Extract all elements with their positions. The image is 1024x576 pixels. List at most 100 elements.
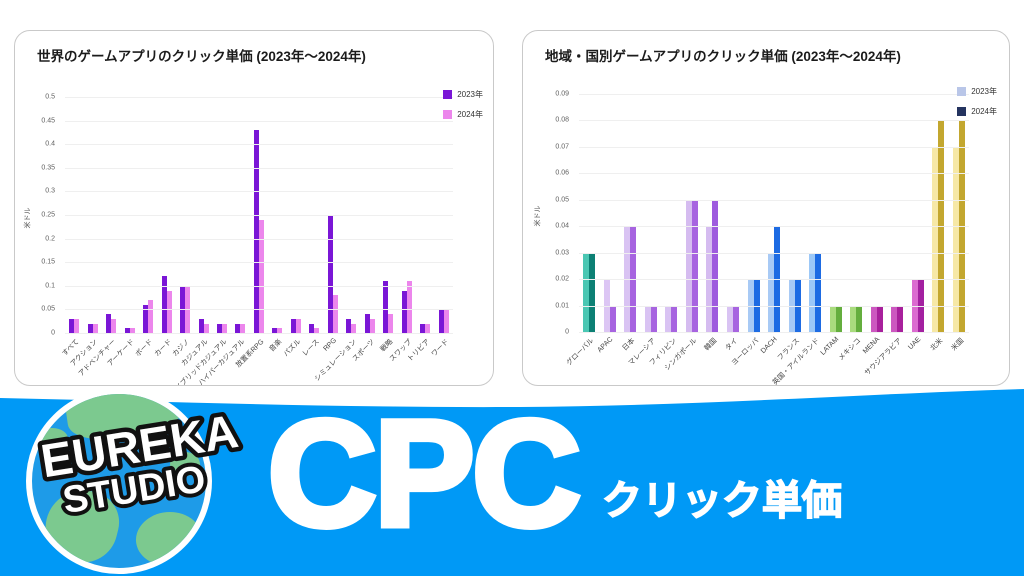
legend-swatch (443, 110, 453, 119)
y-tick-label: 0.25 (41, 211, 55, 219)
bar (346, 318, 352, 333)
bar (124, 328, 130, 333)
gridline (65, 333, 453, 334)
y-tick-label: 0.03 (555, 249, 569, 257)
legend-swatch (443, 90, 453, 99)
bar (272, 328, 278, 333)
y-tick-label: 0.3 (45, 187, 55, 195)
gridline (579, 94, 969, 95)
y-tick-label: 0 (51, 329, 55, 337)
bar-group: ハイパーカジュアル (198, 97, 249, 385)
bar (235, 323, 241, 333)
legend-item: 2024年 (957, 106, 997, 117)
bar (932, 146, 939, 332)
legend-item: 2023年 (957, 86, 997, 97)
bar-group: スポーツ (351, 97, 379, 363)
bar-group: ハイブリッドカジュアル (170, 97, 231, 385)
bar (290, 318, 296, 333)
bar (425, 323, 431, 333)
bar-group: RPG (322, 97, 342, 353)
bar (406, 281, 412, 333)
bar-group: タイ (723, 94, 744, 352)
plot-area: グローバル APAC 日本 マレーシア フィリピン シンガポール 韓国 タイ ヨーロッパ DACH… (566, 94, 970, 385)
gridline (65, 238, 453, 240)
x-category-label: RPG (322, 337, 338, 353)
bar (166, 290, 172, 333)
legend: 2023年 2024年 (443, 89, 483, 120)
x-category-label: 韓国 (703, 337, 719, 353)
bar-group: レース (301, 97, 323, 358)
bar (314, 328, 320, 333)
x-category-label: DACH (760, 336, 779, 355)
bar-group: フランス (776, 94, 805, 362)
bar (309, 323, 315, 333)
bar-group: フィリピン (648, 94, 682, 367)
bar-group: 日本 (620, 94, 641, 352)
legend-label: 2023年 (457, 90, 483, 99)
bar-group: ヨーロッパ (730, 94, 764, 367)
chart-title: 世界のゲームアプリのクリック単価 (2023年～2024年) (37, 49, 366, 64)
legend-swatch (957, 107, 967, 116)
bar-group: すべて (61, 97, 83, 358)
legend-item: 2023年 (443, 89, 483, 100)
bar (829, 305, 836, 332)
bar (732, 305, 739, 332)
bar (856, 305, 863, 332)
gridline (579, 305, 969, 307)
chart-card-world: 世界のゲームアプリのクリック単価 (2023年～2024年) 米ドル 0.5 0.… (14, 30, 494, 386)
y-tick-label: 0.08 (555, 116, 569, 124)
gridline (65, 167, 453, 169)
gridline (65, 120, 453, 122)
y-tick-label: 0.04 (555, 222, 569, 230)
bar (768, 252, 775, 332)
y-tick-label: 0.15 (41, 258, 55, 266)
bar-group: グローバル (566, 94, 600, 367)
bar (691, 199, 698, 332)
bar (327, 215, 333, 333)
x-category-label: タイ (724, 337, 740, 353)
bar-group: 韓国 (702, 94, 723, 352)
bar (809, 252, 816, 332)
y-tick-label: 0.05 (41, 305, 55, 313)
bar (111, 318, 117, 333)
y-tick-label: 0.02 (555, 275, 569, 283)
bar-group: スワップ (388, 97, 415, 363)
bar (106, 314, 112, 333)
bar (850, 305, 857, 332)
legend-label: 2024年 (971, 107, 997, 116)
bar (351, 323, 357, 333)
bar (74, 318, 80, 333)
bar (240, 323, 246, 333)
bottom-banner (0, 386, 1024, 576)
bar (258, 219, 264, 333)
y-axis-ticks: 0.09 0.08 0.07 0.06 0.05 0.04 0.03 0.02 0.01 0 (523, 90, 575, 336)
legend-swatch (957, 87, 967, 96)
bar-group: ワード (430, 97, 452, 358)
bar (253, 130, 259, 333)
bar (726, 305, 733, 332)
bar (295, 318, 301, 333)
y-tick-label: 0.4 (45, 140, 55, 148)
y-tick-label: 0.09 (555, 90, 569, 98)
bar-group: 放置系RPG (235, 97, 268, 369)
gridline (579, 199, 969, 201)
x-category-label: 米国 (950, 337, 966, 353)
bar-group: MENA (862, 94, 887, 355)
bar (203, 323, 209, 333)
bar (221, 323, 227, 333)
bar-group: メキシコ (838, 94, 867, 362)
bar (644, 305, 651, 332)
gridline (65, 285, 453, 287)
bar-group: 戦略 (379, 97, 397, 353)
bar (369, 318, 375, 333)
bar-group: トリビア (407, 97, 434, 363)
bar-group: シンガポール (664, 94, 703, 372)
bar (583, 252, 590, 332)
bar-group: 米国 (949, 94, 970, 352)
gridline (65, 215, 453, 216)
gridline (579, 279, 969, 281)
bar (712, 199, 719, 332)
plot-area: すべて アクション アドベンチャー アーケード ボード カード カジノ カジュアル ハイブリッド… (61, 97, 453, 385)
bar (401, 290, 407, 333)
gridline (579, 226, 969, 228)
